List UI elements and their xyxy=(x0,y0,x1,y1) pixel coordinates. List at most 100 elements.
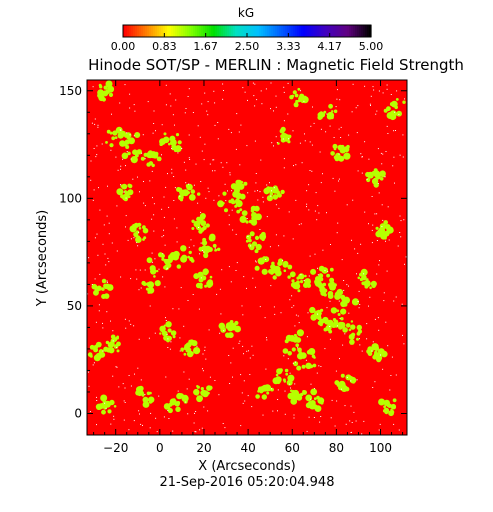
strong-field-pixel xyxy=(275,377,281,382)
colorbar-segment xyxy=(165,25,168,37)
speckle xyxy=(366,338,368,340)
speckle xyxy=(143,202,145,204)
strong-field-pixel xyxy=(338,155,345,162)
speckle xyxy=(372,224,374,226)
strong-field-pixel xyxy=(217,200,225,208)
speckle xyxy=(217,122,219,123)
speckle xyxy=(106,280,108,282)
strong-field-pixel xyxy=(193,273,200,280)
speckle xyxy=(361,350,363,352)
speckle xyxy=(232,229,234,231)
strong-field-pixel xyxy=(312,404,318,410)
speckle xyxy=(168,206,170,208)
speckle xyxy=(108,233,110,235)
speckle xyxy=(269,182,270,184)
speckle xyxy=(297,347,299,349)
strong-field-pixel xyxy=(101,287,105,291)
speckle xyxy=(125,197,127,199)
speckle xyxy=(270,285,272,287)
speckle xyxy=(298,322,300,324)
strong-field-pixel xyxy=(204,284,208,288)
colorbar-segment xyxy=(131,25,134,37)
speckle xyxy=(295,314,297,316)
speckle xyxy=(351,239,352,241)
speckle xyxy=(242,87,244,89)
speckle xyxy=(384,176,386,178)
colorbar-segment xyxy=(317,25,320,37)
strong-field-pixel xyxy=(375,226,379,230)
speckle xyxy=(139,191,140,193)
speckle xyxy=(283,167,285,169)
strong-field-pixel xyxy=(287,392,295,400)
strong-field-pixel xyxy=(328,291,333,295)
speckle xyxy=(394,182,395,184)
strong-field-pixel xyxy=(239,193,246,200)
speckle xyxy=(110,320,111,322)
strong-field-pixel xyxy=(310,268,317,275)
speckle xyxy=(242,314,244,316)
speckle xyxy=(338,178,340,180)
speckle xyxy=(329,125,331,127)
colorbar-segment xyxy=(253,25,256,37)
strong-field-pixel xyxy=(161,329,165,333)
speckle xyxy=(283,120,285,122)
speckle xyxy=(368,158,370,160)
speckle xyxy=(102,243,104,245)
colorbar-segment xyxy=(215,25,218,37)
speckle xyxy=(316,372,318,374)
speckle xyxy=(177,152,179,154)
speckle xyxy=(282,138,284,140)
strong-field-pixel xyxy=(386,106,391,112)
speckle xyxy=(199,136,201,138)
strong-field-pixel xyxy=(114,136,118,140)
speckle xyxy=(320,416,322,417)
speckle xyxy=(90,179,92,181)
colorbar-segment xyxy=(189,25,192,37)
strong-field-pixel xyxy=(188,194,196,201)
colorbar-segment xyxy=(263,25,266,37)
speckle xyxy=(133,420,135,422)
strong-field-pixel xyxy=(116,349,120,353)
speckle xyxy=(136,278,138,280)
speckle xyxy=(397,245,399,247)
strong-field-pixel xyxy=(287,351,293,356)
strong-field-pixel xyxy=(191,227,195,230)
speckle xyxy=(293,165,294,167)
strong-field-pixel xyxy=(359,272,363,277)
speckle xyxy=(317,313,319,315)
speckle xyxy=(255,182,257,184)
strong-field-pixel xyxy=(330,151,335,156)
speckle xyxy=(337,89,338,91)
strong-field-pixel xyxy=(100,394,108,402)
speckle xyxy=(213,159,215,161)
strong-field-pixel xyxy=(402,100,406,104)
colorbar-segment xyxy=(221,25,224,37)
speckle xyxy=(176,227,178,229)
speckle xyxy=(283,86,285,88)
speckle xyxy=(94,118,96,120)
speckle xyxy=(218,195,220,197)
speckle xyxy=(172,430,174,432)
speckle xyxy=(361,156,363,157)
speckle xyxy=(348,134,350,136)
strong-field-pixel xyxy=(169,135,176,142)
strong-field-pixel xyxy=(117,132,124,139)
speckle xyxy=(247,236,249,237)
strong-field-pixel xyxy=(296,276,300,280)
speckle xyxy=(306,336,308,338)
colorbar-segment xyxy=(243,25,246,37)
colorbar-segment xyxy=(273,25,276,37)
speckle xyxy=(372,86,374,88)
speckle xyxy=(271,388,272,390)
strong-field-pixel xyxy=(248,238,252,243)
colorbar-label: kG xyxy=(238,6,254,20)
strong-field-pixel xyxy=(378,227,386,234)
speckle xyxy=(255,260,256,262)
strong-field-pixel xyxy=(109,143,114,148)
strong-field-pixel xyxy=(266,195,273,202)
strong-field-pixel xyxy=(369,286,372,290)
speckle xyxy=(273,145,274,147)
strong-field-pixel xyxy=(124,190,127,193)
strong-field-pixel xyxy=(217,247,221,251)
speckle xyxy=(116,366,118,368)
